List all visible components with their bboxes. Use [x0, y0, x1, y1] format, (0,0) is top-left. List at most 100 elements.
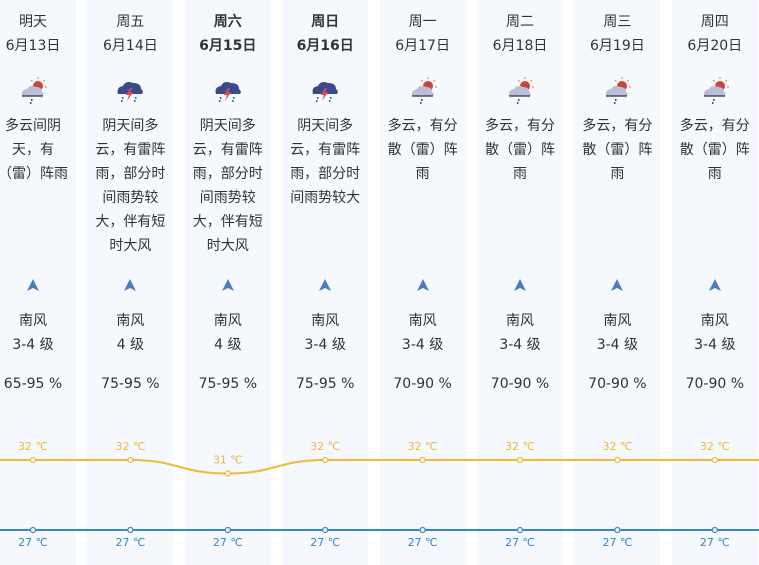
high-temp-label: 32 ℃ [310, 440, 340, 453]
description-line: 间雨势较 [102, 190, 159, 206]
humidity: 70-90 % [588, 376, 647, 392]
wind: 南风 3-4 级 [477, 309, 563, 357]
description-line: 间雨势较 [199, 190, 256, 206]
wind-level: 3-4 级 [596, 337, 639, 353]
wind-direction: 南风 [603, 313, 632, 329]
wind-level: 4 级 [116, 337, 145, 353]
day-column: 周三 6月19日 多云，有分 散（雷）阵雨 南风 3-4 级 70-90 % [574, 0, 661, 565]
humidity: 75-95 % [101, 376, 160, 392]
description-line: 多云，有分 [485, 118, 555, 134]
day-column: 周一 6月17日 多云，有分 散（雷）阵雨 南风 3-4 级 70-90 % [379, 0, 466, 565]
description-line: 多云间阴 [5, 118, 61, 134]
partly-cloudy-rain-icon [505, 76, 535, 106]
weekday: 周一 [408, 14, 437, 30]
high-temp-label: 32 ℃ [700, 440, 730, 453]
description-line: （雷）阵雨 [0, 166, 68, 182]
low-temp-label: 27 ℃ [310, 536, 340, 549]
description-line: 阴天间多 [102, 118, 159, 134]
weekday: 明天 [19, 14, 47, 30]
weather-description: 阴天间多 云，有雷阵 雨，部分时 间雨势较大 [282, 114, 368, 210]
day-header: 周二 6月18日 [477, 10, 563, 58]
thunderstorm-icon [310, 76, 340, 106]
high-temp-point [29, 456, 37, 464]
wind-level: 3-4 级 [304, 337, 346, 353]
wind: 南风 3-4 级 [574, 309, 660, 357]
weather-description: 多云，有分散（雷）阵雨 [477, 114, 563, 186]
partly-cloudy-rain-icon [408, 76, 438, 106]
day-header: 周三 6月19日 [574, 10, 660, 58]
high-temp-label: 32 ℃ [115, 440, 145, 453]
description-line: 多云，有分 [582, 118, 653, 134]
high-temp-label: 32 ℃ [602, 440, 632, 453]
description-line: 散（雷）阵 [387, 142, 458, 158]
day-column: 明天 6月13日 多云间阴 天，有 （雷）阵雨 南风 3-4 级 65-95 % [0, 0, 76, 565]
high-temp-point [224, 470, 231, 477]
wind-level: 3-4 级 [401, 337, 444, 353]
description-line: 大，伴有短 [95, 214, 166, 230]
low-temp-point [224, 526, 231, 534]
description-line: 雨，部分时 [95, 166, 166, 182]
description-line: 雨 [610, 166, 625, 182]
low-temp-label: 27 ℃ [602, 536, 632, 549]
wind-direction-arrow-icon [708, 279, 721, 291]
low-temp-point [711, 526, 718, 534]
wind: 南风 3-4 级 [672, 309, 758, 357]
partly-cloudy-rain-icon [18, 76, 48, 106]
day-header: 周六 6月15日 [185, 10, 271, 58]
date: 6月14日 [103, 38, 158, 54]
wind-level: 3-4 级 [499, 337, 541, 353]
wind-direction: 南风 [506, 313, 534, 329]
thunderstorm-icon [115, 76, 145, 106]
description-line: 云，有雷阵 [192, 142, 263, 158]
description-line: 间雨势较大 [290, 190, 361, 206]
wind-direction: 南风 [408, 313, 437, 329]
day-header: 周四 6月20日 [672, 10, 758, 58]
wind-direction: 南风 [700, 313, 729, 329]
wind-direction: 南风 [116, 313, 145, 329]
weather-description: 多云，有分 散（雷）阵雨 [380, 114, 466, 186]
date: 6月17日 [395, 38, 450, 54]
low-temp-label: 27 ℃ [700, 536, 730, 549]
description-line: 时大风 [109, 238, 152, 254]
wind: 南风 3-4 级 [380, 309, 466, 357]
day-header: 周一 6月17日 [380, 10, 466, 58]
weekday: 周日 [311, 14, 340, 30]
wind-direction-arrow-icon [221, 279, 234, 291]
wind: 南风 4 级 [185, 309, 271, 357]
high-temp-point [127, 456, 134, 464]
description-line: 雨 [513, 166, 527, 182]
weekday: 周六 [213, 14, 242, 30]
high-temp-label: 32 ℃ [18, 440, 48, 453]
wind: 南风 3-4 级 [0, 309, 76, 357]
thunderstorm-icon [213, 76, 243, 106]
weekday: 周四 [700, 14, 729, 30]
description-line: 阴天间多 [199, 118, 256, 134]
day-column: 周二 6月18日 多云，有分 散（雷）阵雨 南风 3-4 级 70-90 % [477, 0, 563, 565]
high-temp-point [322, 456, 329, 464]
high-temp-label: 32 ℃ [505, 440, 535, 453]
day-column: 周四 6月20日 多云，有分 散（雷）阵雨 南风 3-4 级 70-90 % [671, 0, 758, 565]
wind-direction: 南风 [311, 313, 340, 329]
description-line: 云，有雷阵 [95, 142, 166, 158]
low-temp-point [516, 526, 524, 534]
humidity: 70-90 % [685, 376, 745, 392]
partly-cloudy-rain-icon [602, 76, 632, 106]
wind-level: 3-4 级 [694, 337, 736, 353]
day-header: 周日 6月16日 [282, 10, 368, 58]
wind: 南风 4 级 [87, 309, 173, 357]
wind-direction-arrow-icon [124, 279, 137, 291]
description-line: 雨 [707, 166, 722, 182]
low-temp-label: 27 ℃ [408, 536, 438, 549]
wind-direction-arrow-icon [514, 279, 526, 291]
low-temp-point [127, 526, 134, 534]
humidity: 70-90 % [393, 376, 452, 392]
high-temp-point [516, 456, 524, 464]
wind-level: 3-4 级 [12, 337, 54, 353]
description-line: 散（雷）阵 [485, 142, 555, 158]
low-temp-point [322, 526, 329, 534]
low-temp-point [419, 526, 426, 534]
wind: 南风 3-4 级 [282, 309, 368, 357]
description-line: 多云，有分 [387, 118, 458, 134]
partly-cloudy-rain-icon [700, 76, 730, 106]
low-temp-label: 27 ℃ [115, 536, 145, 549]
